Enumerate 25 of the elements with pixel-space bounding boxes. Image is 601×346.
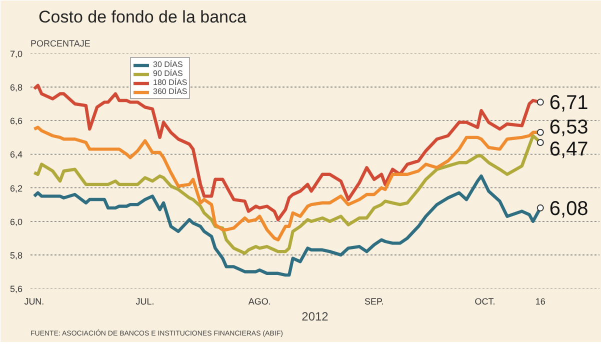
- x-tick-label: AGO.: [248, 296, 271, 306]
- annotation: 6,53: [549, 116, 588, 138]
- annotation: 6,47: [549, 138, 588, 160]
- x-tick-label: JUN.: [24, 296, 44, 306]
- y-axis-title: PORCENTAJE: [30, 38, 90, 48]
- y-tick-label: 6,4: [10, 150, 23, 160]
- y-tick-label: 7,0: [10, 49, 23, 59]
- y-tick-label: 5,6: [10, 284, 23, 294]
- y-tick-label: 6,6: [10, 116, 23, 126]
- x-tick-label: OCT.: [474, 296, 496, 306]
- legend-label: 360 DÍAS: [153, 87, 188, 96]
- annotation: 6,71: [549, 92, 588, 114]
- y-tick-label: 6,0: [10, 216, 23, 227]
- legend-label: 180 DÍAS: [153, 78, 188, 87]
- legend-label: 90 DÍAS: [153, 69, 183, 78]
- x-tick-label: SEP.: [364, 296, 384, 306]
- chart-title: Costo de fondo de la banca: [38, 8, 247, 26]
- legend-label: 30 DÍAS: [153, 60, 183, 69]
- annotation: 6,08: [549, 198, 588, 220]
- x-axis-title: 2012: [302, 310, 329, 324]
- y-tick-label: 6,2: [10, 183, 23, 194]
- x-tick-label: 16: [535, 296, 546, 306]
- y-tick-label: 5,8: [10, 250, 23, 260]
- x-tick-label: JUL.: [136, 296, 154, 306]
- y-tick-label: 6,8: [10, 82, 23, 93]
